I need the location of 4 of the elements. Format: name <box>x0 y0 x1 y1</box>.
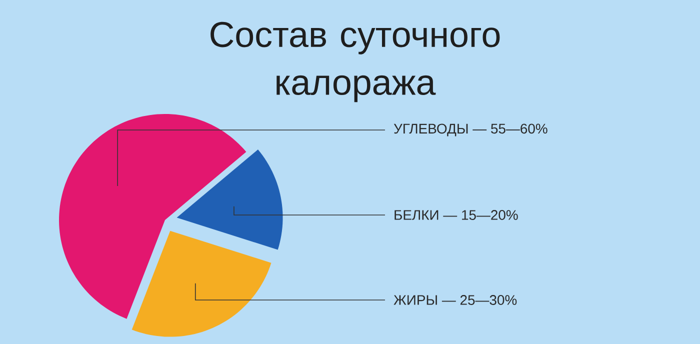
slice-label: ЖИРЫ — 25—30% <box>394 295 517 305</box>
slice-label: УГЛЕВОДЫ — 55—60% <box>394 124 548 136</box>
slice-label: БЕЛКИ — 15—20% <box>394 210 518 220</box>
chart-title: Состав суточного калоража <box>210 22 500 102</box>
